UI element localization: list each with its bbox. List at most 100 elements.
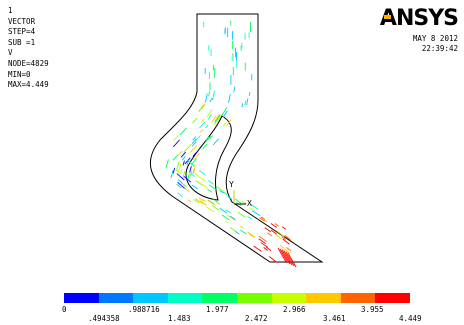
flow-vector [177, 181, 186, 190]
flow-vector [276, 230, 285, 238]
flow-vector [235, 198, 242, 204]
legend-tick: 0 [62, 305, 67, 314]
legend-tick: 1.483 [168, 314, 191, 323]
flow-vector [202, 143, 208, 150]
flow-vector [286, 247, 292, 252]
legend-tick: 3.955 [361, 305, 384, 314]
flow-vector [191, 141, 197, 147]
flow-vector [176, 170, 181, 174]
flow-vector [212, 90, 215, 101]
flow-vector [180, 168, 183, 175]
flow-vector [165, 159, 169, 169]
flow-vector [247, 231, 256, 238]
flow-vector [201, 103, 206, 110]
flow-vector [258, 235, 267, 242]
flow-vector [215, 201, 221, 205]
flow-vector [184, 187, 190, 193]
max-label: MAX=4.449 [8, 80, 49, 90]
flow-vector [225, 209, 232, 214]
legend-tick: 2.966 [283, 305, 306, 314]
plot-info-legend: 1 VECTOR STEP=4 SUB =1 V NODE=4829 MIN=0… [8, 6, 49, 91]
flow-vector [267, 232, 272, 237]
flow-vector [177, 150, 183, 156]
flow-vector [226, 119, 232, 127]
flow-vector [207, 199, 215, 205]
node-label: NODE=4829 [8, 58, 49, 68]
flow-vector [274, 223, 280, 227]
flow-vector [181, 156, 186, 161]
flow-vector [214, 113, 220, 122]
flow-vector [262, 218, 268, 223]
flow-vector [283, 250, 293, 266]
flow-vector [240, 229, 247, 235]
flow-vector [189, 166, 192, 173]
flow-vector [237, 211, 246, 218]
flow-vector [207, 199, 216, 206]
flow-vector [177, 192, 183, 198]
legend-tick: .494358 [88, 314, 120, 323]
legend-tick: .988716 [128, 305, 160, 314]
flow-vector [230, 215, 236, 220]
flow-vector [222, 110, 228, 118]
flow-vector [234, 230, 240, 235]
legend-swatch [64, 293, 99, 303]
flow-vector [277, 247, 287, 263]
flow-vector [186, 143, 192, 150]
flow-vector [252, 210, 261, 216]
plot-type: VECTOR [8, 16, 36, 26]
flow-vector [260, 242, 268, 248]
legend-swatch [271, 293, 307, 303]
flow-vector [258, 238, 266, 244]
flow-vector [199, 177, 206, 182]
flow-vector [212, 138, 220, 146]
flow-vector [270, 223, 277, 228]
flow-vector [282, 226, 286, 230]
legend-swatch [98, 293, 134, 303]
flow-vector [280, 248, 286, 253]
flow-vector [221, 107, 228, 116]
flow-vector [227, 196, 233, 200]
flow-vector [182, 183, 187, 188]
legend-swatch [306, 293, 341, 303]
flow-vector [249, 203, 259, 210]
flow-vector [208, 184, 217, 190]
flow-vector [221, 214, 230, 221]
plot-time: 22:39:42 [421, 44, 458, 53]
flow-vector [194, 135, 201, 142]
flow-vector [244, 100, 247, 106]
sub-label: SUB =1 [8, 37, 36, 47]
flow-vector [250, 207, 255, 211]
step-label: STEP=4 [8, 27, 36, 37]
flow-vector [279, 248, 289, 264]
flow-vector [187, 173, 190, 180]
legend-tick: 4.449 [399, 314, 422, 323]
flow-vector [227, 214, 237, 221]
flow-vector [187, 199, 192, 203]
flow-vector [259, 217, 266, 222]
flow-vector [191, 184, 199, 190]
flow-vector [183, 148, 188, 153]
flow-vector [239, 225, 244, 229]
flow-vector [202, 198, 207, 202]
flow-vector [177, 179, 184, 184]
flow-vector [198, 104, 204, 113]
flow-vector [193, 153, 200, 161]
flow-vector [205, 136, 211, 142]
flow-vector [199, 121, 206, 129]
legend-swatch [167, 293, 203, 303]
flow-vector [191, 138, 197, 144]
flow-vector [233, 86, 236, 93]
flow-vector [172, 167, 176, 174]
flow-vector [190, 145, 198, 153]
flow-vector [173, 135, 179, 142]
flow-vector [228, 94, 231, 103]
flow-vector [205, 93, 208, 103]
flow-vector [205, 136, 210, 141]
flow-vector [199, 200, 208, 206]
flow-vector [211, 115, 217, 123]
flow-vector [201, 118, 205, 123]
flow-vector [173, 139, 180, 148]
flow-vector [178, 162, 182, 172]
flow-vector [199, 128, 204, 133]
